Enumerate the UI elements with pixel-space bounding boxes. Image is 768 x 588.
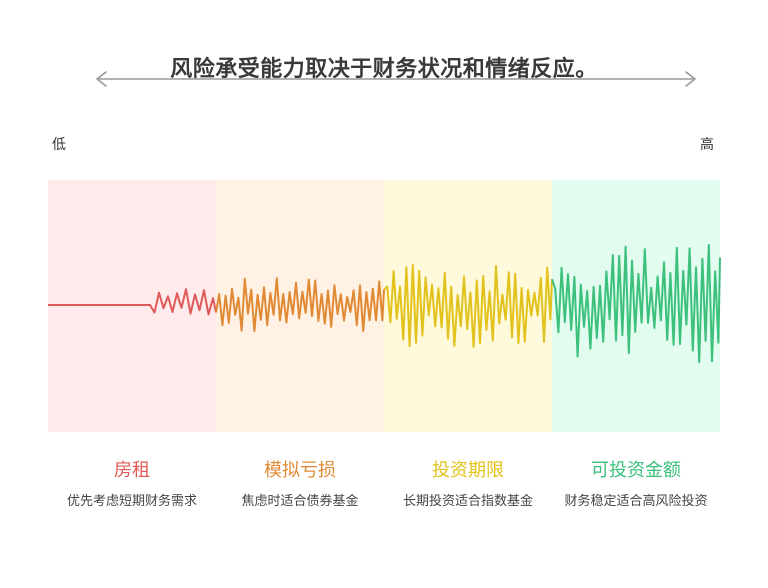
category-desc-investable-amount: 财务稳定适合高风险投资 [564, 494, 708, 509]
high-label: 高 [700, 137, 714, 153]
wave-investment-horizon [383, 264, 553, 348]
diagram-title: 风险承受能力取决于财务状况和情绪反应。 [170, 57, 598, 82]
category-desc-investment-horizon: 长期投资适合指数基金 [402, 494, 533, 509]
category-title-simulated-loss: 模拟亏损 [264, 460, 336, 481]
low-label: 低 [52, 137, 66, 153]
category-desc-simulated-loss: 焦虑时适合债券基金 [241, 494, 359, 509]
category-title-rent: 房租 [114, 460, 150, 481]
category-desc-rent: 优先考虑短期财务需求 [66, 494, 197, 509]
risk-scale-arrow [96, 71, 696, 87]
wave-simulated-loss [215, 277, 385, 332]
category-title-investable-amount: 可投资金额 [591, 460, 681, 481]
category-title-investment-horizon: 投资期限 [432, 460, 504, 481]
wave-rent [48, 288, 217, 316]
wave-investable-amount [551, 244, 721, 364]
